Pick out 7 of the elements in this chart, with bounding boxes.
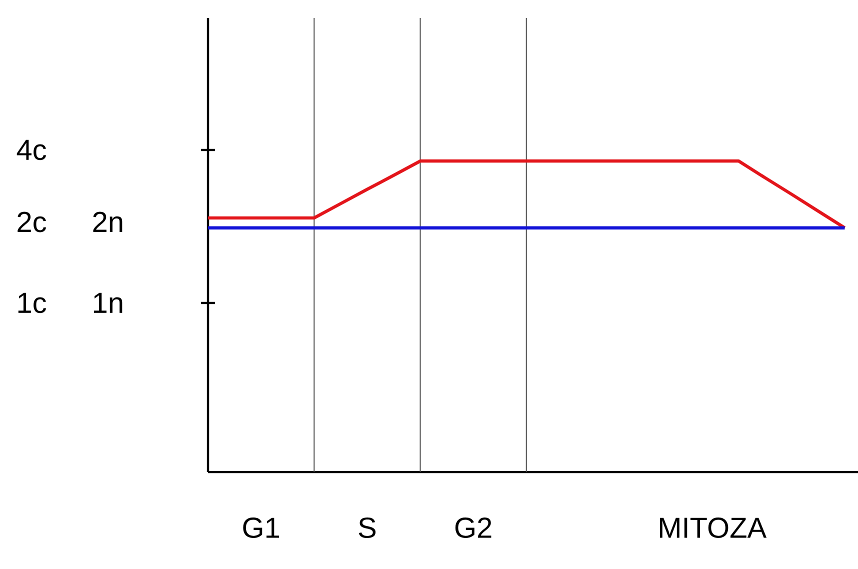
- x-tick-label: G1: [243, 518, 279, 538]
- x-tick-label: G2: [455, 518, 492, 538]
- x-tick-label: S: [358, 518, 376, 538]
- text: 2c 2n: [18, 212, 122, 232]
- text: 4c: [16, 140, 46, 160]
- x-tick-label: MITOZA: [660, 518, 767, 538]
- text: 1c 1n: [18, 292, 122, 314]
